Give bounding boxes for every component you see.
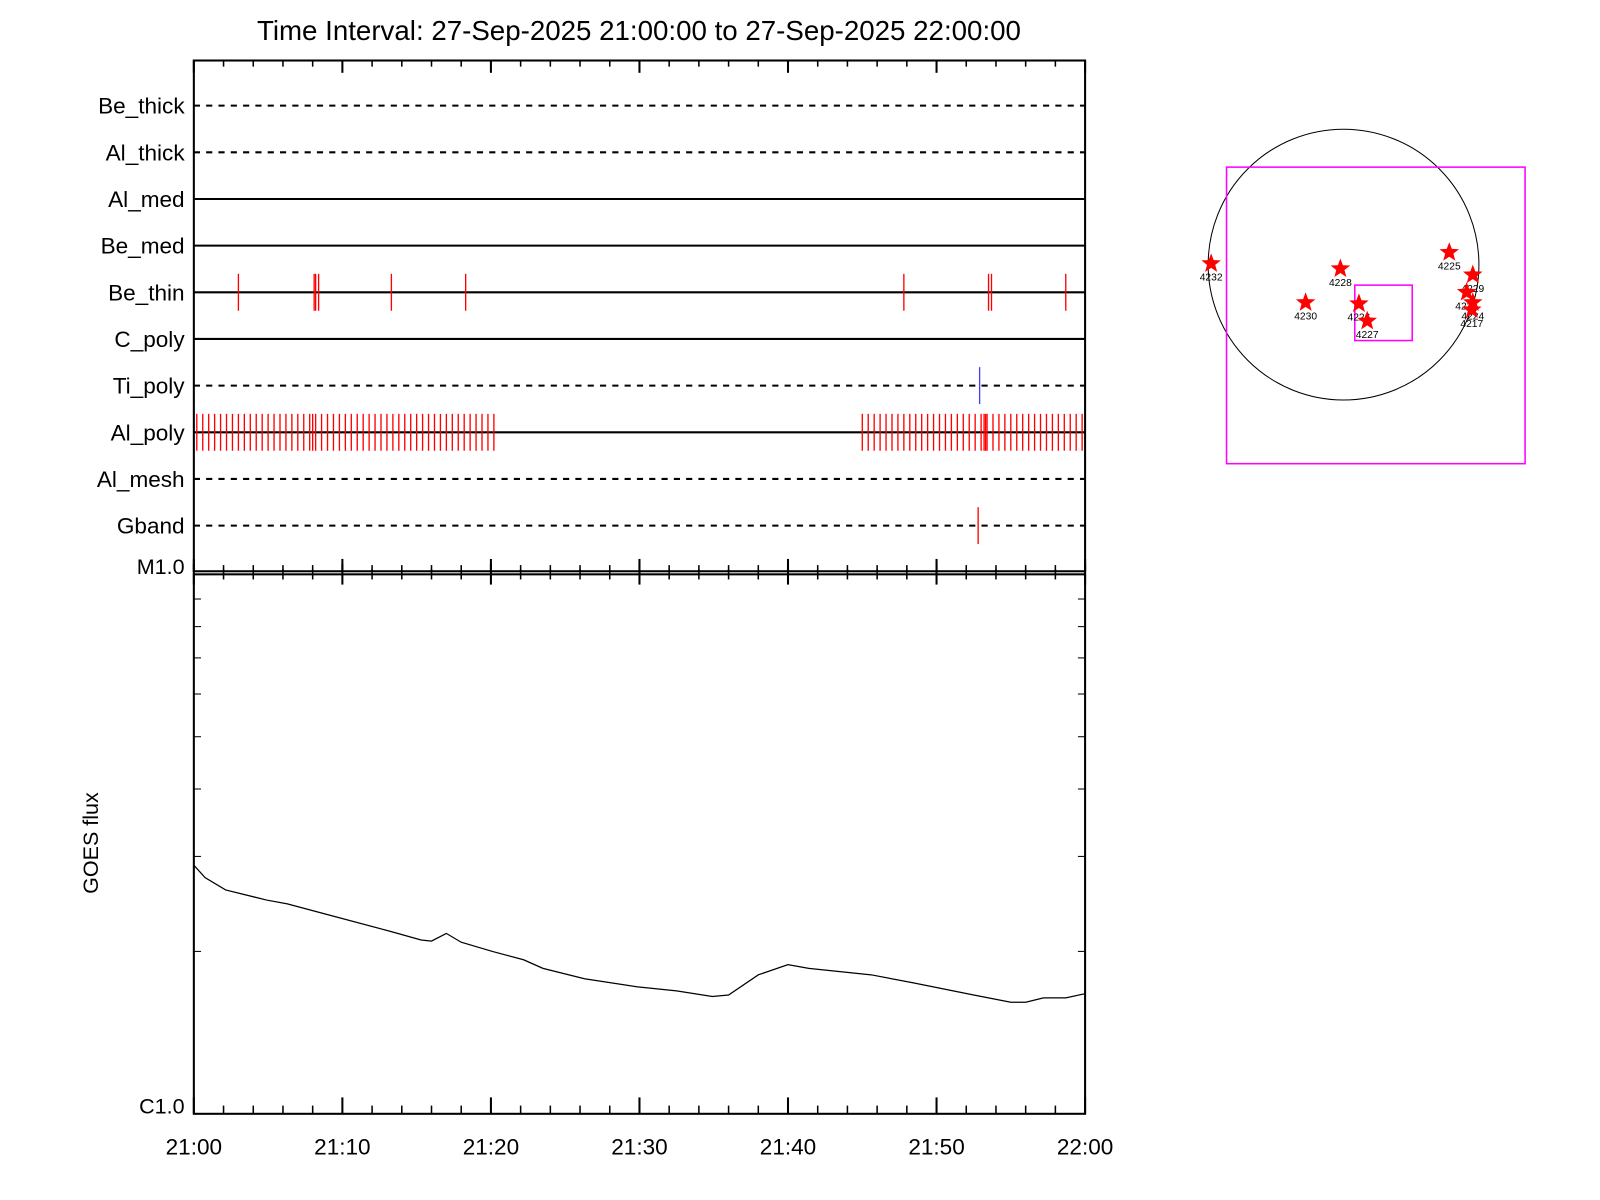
region-marker (1456, 282, 1477, 301)
region-marker (1439, 242, 1460, 261)
field-of-view (1225, 166, 1526, 465)
region-marker (1330, 258, 1351, 278)
y-tick-label: C1.0 (139, 1094, 184, 1118)
x-tick-label: 22:00 (1057, 1135, 1113, 1160)
row-label: C_poly (114, 327, 185, 352)
row-label: Gband (117, 514, 185, 539)
row-label: Al_med (108, 187, 184, 212)
region-label: 4224 (1461, 312, 1484, 323)
chart-title: Time Interval: 27-Sep-2025 21:00:00 to 2… (257, 15, 1021, 46)
panel-frame (192, 573, 1087, 1115)
row-label: Be_thin (108, 280, 184, 305)
region-label: 4228 (1329, 278, 1352, 289)
row-label: Be_med (101, 234, 185, 259)
x-tick-label: 21:50 (908, 1135, 964, 1160)
flux-line (193, 864, 1086, 1003)
y-axis-label: GOES flux (79, 792, 103, 894)
region-label: 4225 (1438, 261, 1461, 272)
x-tick-label: 21:30 (611, 1135, 667, 1160)
region-marker (1461, 299, 1482, 319)
region-label: 4227 (1356, 330, 1379, 341)
row-label: Ti_poly (113, 374, 186, 399)
region-label: 4217 (1460, 319, 1483, 330)
row-label: Al_poly (111, 420, 186, 445)
region-marker (1201, 253, 1221, 272)
field-of-view (1354, 284, 1413, 342)
panel-frame (192, 59, 1087, 573)
x-tick-label: 21:40 (760, 1135, 816, 1160)
region-label: 4232 (1200, 273, 1223, 284)
region-marker (1295, 292, 1316, 311)
region-marker (1349, 293, 1369, 312)
row-label: Be_thick (98, 94, 185, 119)
x-tick-label: 21:00 (166, 1135, 222, 1160)
region-marker (1463, 264, 1483, 284)
figure: Time Interval: 27-Sep-2025 21:00:00 to 2… (79, 15, 1526, 1160)
region-marker (1357, 310, 1377, 330)
x-tick-label: 21:20 (463, 1135, 519, 1160)
row-label: Al_thick (106, 140, 186, 165)
region-marker (1463, 292, 1483, 311)
y-tick-label: M1.0 (137, 555, 185, 579)
x-tick-label: 21:10 (314, 1135, 370, 1160)
row-label: Al_mesh (97, 467, 185, 492)
region-label: 4230 (1294, 312, 1317, 323)
